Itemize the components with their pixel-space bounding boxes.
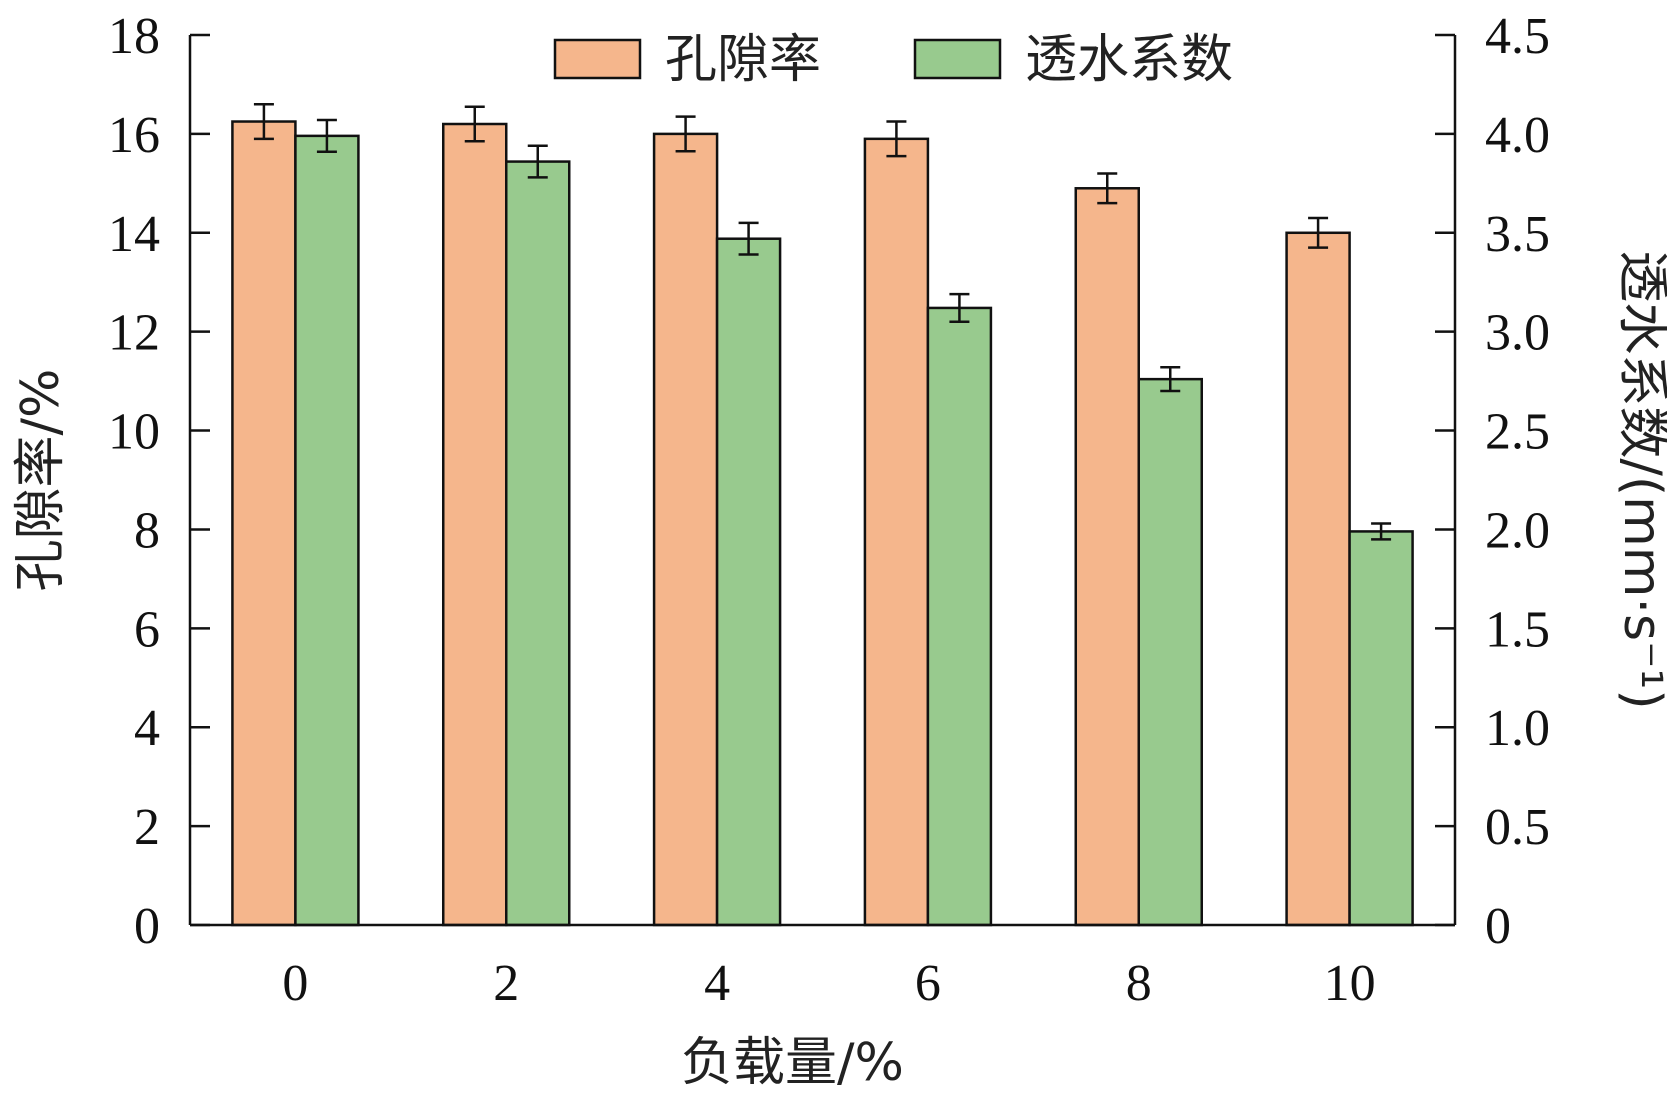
bar-porosity (231, 120, 297, 927)
bar-permeability (1348, 530, 1414, 927)
right-tick-label: 0 (1485, 898, 1511, 955)
right-tick-label: 2.5 (1485, 404, 1550, 461)
error-bar (738, 221, 759, 256)
error-bar (464, 105, 485, 143)
left-y-axis-title: 孔隙率/% (11, 369, 71, 592)
bar-porosity (652, 132, 719, 927)
error-bar (886, 120, 907, 158)
right-tick-label: 4.0 (1485, 107, 1550, 164)
error-bar (527, 144, 548, 179)
left-tick-label: 16 (108, 107, 160, 164)
error-bar (675, 115, 696, 153)
right-tick-label: 3.0 (1485, 305, 1550, 362)
right-y-axis-title: 透水系数/(mm·s⁻¹) (1612, 250, 1667, 709)
right-tick-label: 3.5 (1485, 206, 1550, 263)
right-tick-label: 4.5 (1485, 8, 1550, 65)
left-tick-label: 10 (108, 404, 160, 461)
x-tick-label: 0 (282, 955, 308, 1012)
bar-permeability (1137, 377, 1203, 927)
error-bar (1371, 522, 1392, 541)
bar-permeability (505, 160, 571, 927)
error-bar (949, 292, 970, 324)
legend-swatch-permeability (913, 38, 1002, 80)
x-tick-label: 2 (493, 955, 519, 1012)
bar-permeability (294, 134, 360, 927)
left-tick-label: 6 (134, 601, 160, 658)
error-bar (316, 118, 337, 153)
right-tick-label: 2.0 (1485, 502, 1550, 559)
left-tick-label: 4 (134, 700, 160, 757)
right-tick-label: 0.5 (1485, 799, 1550, 856)
bar-porosity (442, 122, 508, 927)
bar-porosity (1074, 187, 1140, 927)
left-tick-label: 12 (108, 305, 160, 362)
bar-permeability (926, 306, 993, 927)
error-bars-layer (253, 102, 1392, 541)
right-y-axis: 0 0.5 1.0 1.5 2.0 2.5 3.0 3.5 4.0 4.5 (1435, 8, 1550, 955)
right-tick-label: 1.5 (1485, 601, 1550, 658)
error-bar (1097, 172, 1118, 205)
left-tick-label: 0 (134, 898, 160, 955)
left-tick-label: 18 (108, 8, 160, 65)
x-axis-title: 负载量/% (681, 1033, 904, 1093)
x-tick-label: 8 (1126, 955, 1152, 1012)
left-tick-label: 8 (134, 502, 160, 559)
legend-swatch-porosity (553, 38, 642, 80)
left-tick-label: 14 (108, 206, 160, 263)
left-y-axis: 0 2 4 6 8 10 12 14 16 18 (108, 8, 210, 955)
right-tick-label: 1.0 (1485, 700, 1550, 757)
x-axis: 0 2 4 6 8 10 (282, 955, 1375, 1012)
left-tick-label: 2 (134, 799, 160, 856)
error-bar (253, 102, 274, 141)
x-tick-label: 10 (1324, 955, 1376, 1012)
bar-porosity (1285, 231, 1351, 927)
legend-label-permeability: 透水系数 (1025, 30, 1233, 90)
bar-porosity (863, 137, 930, 927)
bars-layer (231, 120, 1414, 927)
x-tick-label: 6 (915, 955, 941, 1012)
bar-permeability (715, 237, 782, 927)
error-bar (1160, 366, 1181, 393)
legend: 孔隙率 透水系数 (553, 30, 1233, 90)
legend-label-porosity: 孔隙率 (665, 30, 821, 90)
error-bar (1308, 216, 1329, 249)
x-tick-label: 4 (704, 955, 730, 1012)
axes-layer (188, 35, 1457, 927)
